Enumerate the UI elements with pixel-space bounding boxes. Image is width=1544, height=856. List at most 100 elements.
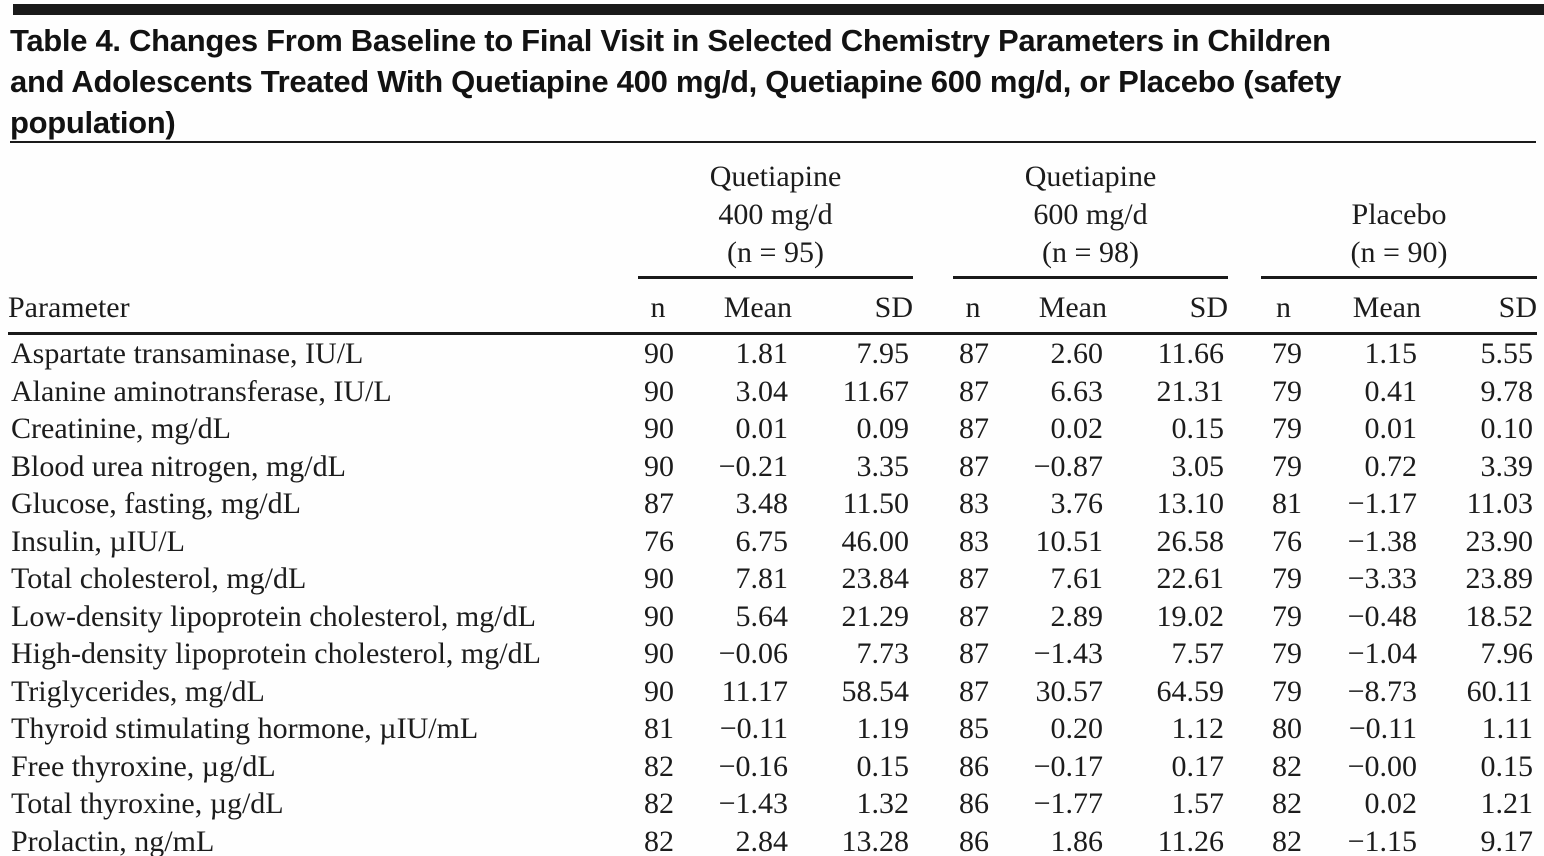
- parameter-cell: Blood urea nitrogen, mg/dL: [11, 449, 346, 483]
- column-spacer: [1228, 748, 1261, 786]
- n-cell: 87: [959, 374, 989, 408]
- column-spacer: [913, 277, 953, 335]
- n-cell: 83: [959, 487, 989, 520]
- column-spacer: [1228, 523, 1261, 561]
- column-spacer: [1228, 152, 1261, 278]
- sd-cell: 22.61: [1156, 562, 1225, 595]
- mean-cell: 11.17: [721, 674, 788, 708]
- sd-cell: 11.03: [1466, 487, 1534, 520]
- sd-cell: 60.11: [1466, 674, 1534, 708]
- mean-cell: 6.75: [735, 524, 789, 558]
- mean-cell: −1.17: [1347, 487, 1417, 520]
- n-cell: 76: [644, 524, 674, 558]
- parameter-cell: Low-density lipoprotein cholesterol, mg/…: [11, 599, 536, 633]
- sd-cell: 1.11: [1481, 712, 1534, 745]
- mean-cell: −0.21: [718, 449, 788, 483]
- parameter-cell: High-density lipoprotein cholesterol, mg…: [11, 637, 541, 670]
- sd-cell: 23.84: [841, 562, 910, 595]
- mean-cell: −1.15: [1347, 824, 1417, 856]
- table-row: Glucose, fasting, mg/dL 87 3.48 11.50 83 3.76…: [8, 485, 1537, 523]
- mean-cell: 7.61: [1050, 562, 1104, 595]
- table-row: Creatinine, mg/dL 90 0.01 0.09 87 0.02 0.15 79 0…: [8, 410, 1537, 448]
- mean-cell: 5.64: [735, 599, 789, 633]
- n-cell: 90: [644, 599, 674, 633]
- n-cell: 90: [644, 637, 674, 670]
- mean-cell: −0.17: [1033, 749, 1103, 783]
- group-label-line: (n = 90): [1350, 236, 1448, 269]
- chemistry-parameters-table: Quetiapine 400 mg/d (n = 95) Quetiapine …: [8, 152, 1538, 856]
- column-spacer: [913, 485, 953, 523]
- sd-cell: 3.05: [1171, 449, 1225, 483]
- table-row: Free thyroxine, µg/dL 82 −0.16 0.15 86 −0.17 0…: [8, 748, 1537, 786]
- mean-column-header: Mean: [678, 277, 792, 335]
- n-cell: 83: [959, 524, 989, 558]
- n-cell: 90: [644, 412, 674, 445]
- column-spacer: [913, 448, 953, 486]
- n-cell: 86: [959, 824, 989, 856]
- group-header-empty-cell: [8, 152, 638, 278]
- n-cell: 79: [1272, 674, 1302, 708]
- column-spacer: [913, 673, 953, 711]
- group-label-line: (n = 98): [1042, 236, 1139, 269]
- column-spacer: [913, 748, 953, 786]
- sd-cell: 1.19: [856, 712, 910, 745]
- sd-cell: 1.32: [856, 787, 910, 820]
- parameter-cell: Free thyroxine, µg/dL: [11, 749, 276, 783]
- n-cell: 79: [1272, 337, 1302, 370]
- mean-cell: 6.63: [1050, 374, 1104, 408]
- mean-cell: −0.11: [1348, 712, 1417, 745]
- sd-cell: 7.73: [856, 637, 910, 670]
- table-top-rule: [13, 4, 1544, 15]
- mean-cell: 0.20: [1050, 712, 1104, 745]
- n-cell: 82: [1272, 787, 1302, 820]
- column-spacer: [1228, 485, 1261, 523]
- mean-cell: 2.89: [1050, 599, 1104, 633]
- mean-cell: 2.84: [735, 824, 789, 856]
- sd-cell: 1.21: [1480, 787, 1534, 820]
- table-row: Alanine aminotransferase, IU/L 90 3.04 11.6…: [8, 373, 1537, 411]
- column-spacer: [1228, 448, 1261, 486]
- group-header-quetiapine-600: Quetiapine 600 mg/d (n = 98): [953, 152, 1228, 279]
- n-cell: 82: [644, 787, 674, 820]
- table-row: Low-density lipoprotein cholesterol, mg/…: [8, 598, 1537, 636]
- column-spacer: [913, 523, 953, 561]
- sd-cell: 21.29: [841, 599, 910, 633]
- mean-cell: −8.73: [1347, 674, 1417, 708]
- n-cell: 82: [1272, 824, 1302, 856]
- sd-cell: 0.17: [1171, 749, 1225, 783]
- parameter-cell: Alanine aminotransferase, IU/L: [11, 374, 392, 408]
- sd-cell: 7.57: [1171, 637, 1225, 670]
- n-cell: 82: [1272, 749, 1302, 783]
- mean-cell: 30.57: [1035, 674, 1104, 708]
- sd-cell: 5.55: [1480, 337, 1534, 370]
- column-spacer: [913, 710, 953, 748]
- mean-cell: 1.81: [735, 337, 789, 370]
- table-row: High-density lipoprotein cholesterol, mg…: [8, 635, 1537, 673]
- n-cell: 76: [1272, 524, 1302, 558]
- n-cell: 82: [644, 824, 674, 856]
- n-cell: 87: [959, 674, 989, 708]
- sd-cell: 3.35: [856, 449, 910, 483]
- mean-cell: −0.87: [1033, 449, 1103, 483]
- sd-cell: 19.02: [1156, 599, 1225, 633]
- mean-cell: 0.41: [1364, 374, 1418, 408]
- mean-column-header: Mean: [993, 277, 1107, 335]
- n-cell: 90: [644, 562, 674, 595]
- sd-column-header: SD: [1421, 277, 1538, 335]
- group-label-line: Quetiapine: [709, 160, 842, 193]
- table-row: Total thyroxine, µg/dL 82 −1.43 1.32 86 −1.77…: [8, 785, 1537, 823]
- sd-cell: 0.15: [1171, 412, 1225, 445]
- parameter-cell: Total cholesterol, mg/dL: [11, 562, 307, 595]
- column-spacer: [1228, 785, 1261, 823]
- sd-cell: 0.10: [1480, 412, 1534, 445]
- n-cell: 87: [959, 599, 989, 633]
- mean-cell: 7.81: [735, 562, 789, 595]
- group-header-quetiapine-400: Quetiapine 400 mg/d (n = 95): [638, 152, 913, 279]
- mean-cell: 1.86: [1050, 824, 1104, 856]
- n-cell: 79: [1272, 599, 1302, 633]
- sd-column-header: SD: [792, 277, 913, 335]
- mean-column-header: Mean: [1306, 277, 1421, 335]
- n-cell: 90: [644, 374, 674, 408]
- mean-cell: −1.43: [1033, 637, 1103, 670]
- mean-cell: −0.16: [718, 749, 788, 783]
